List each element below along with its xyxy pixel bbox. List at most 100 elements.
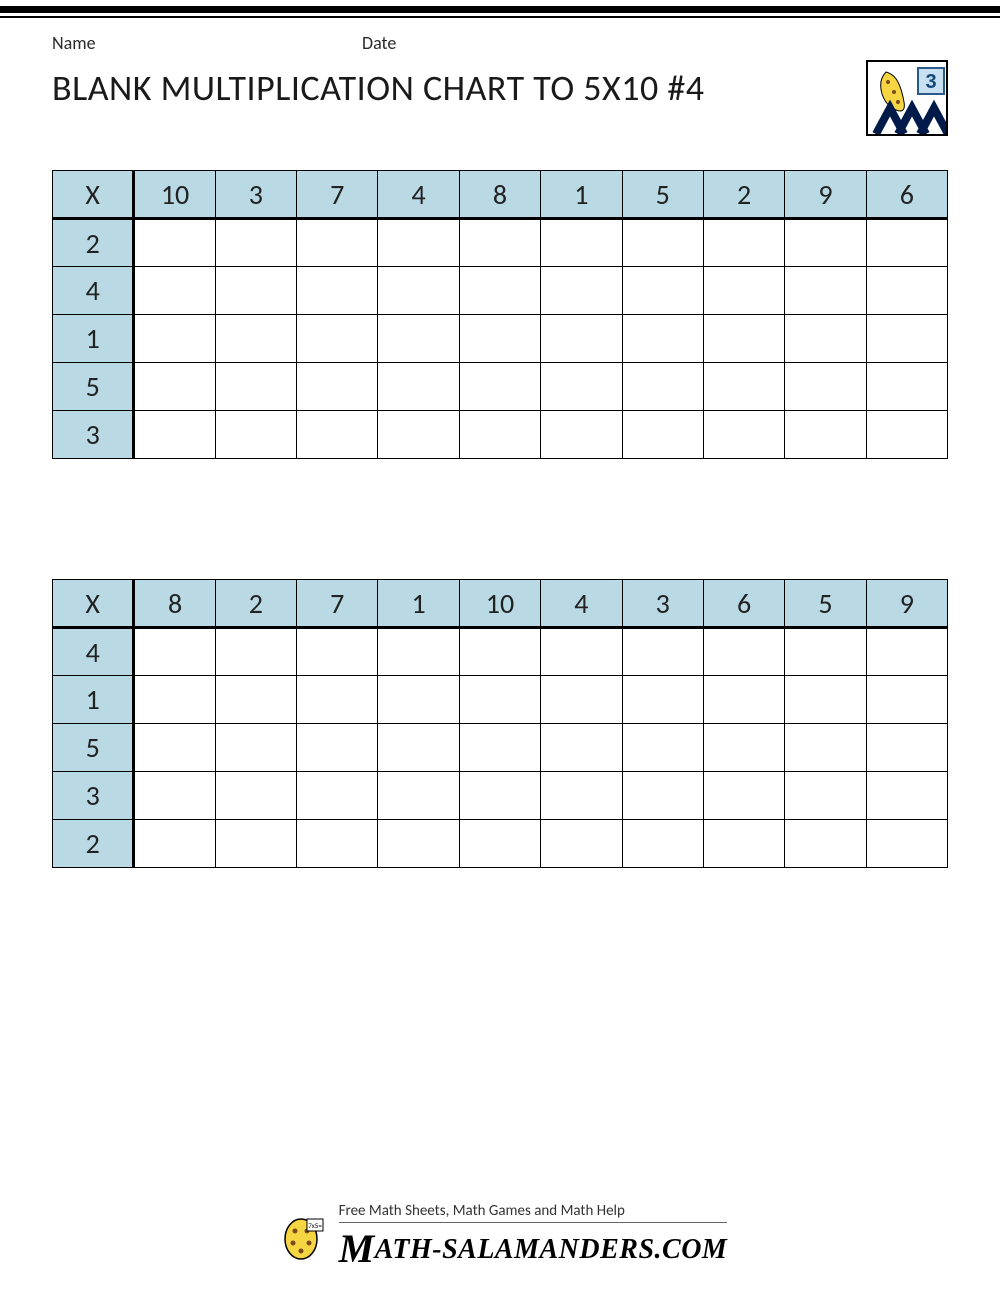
table-cell[interactable] (378, 267, 459, 315)
table-cell[interactable] (297, 724, 378, 772)
table-cell[interactable] (297, 772, 378, 820)
table-cell[interactable] (215, 315, 296, 363)
table-cell[interactable] (459, 676, 540, 724)
table-cell[interactable] (703, 724, 784, 772)
table-cell[interactable] (785, 267, 866, 315)
table-cell[interactable] (134, 628, 215, 676)
table-cell[interactable] (134, 676, 215, 724)
table-cell[interactable] (215, 820, 296, 868)
table-cell[interactable] (703, 411, 784, 459)
table-cell[interactable] (541, 820, 622, 868)
table-cell[interactable] (703, 628, 784, 676)
table-cell[interactable] (541, 267, 622, 315)
table-cell[interactable] (215, 676, 296, 724)
table-cell[interactable] (622, 267, 703, 315)
table-cell[interactable] (785, 411, 866, 459)
table-cell[interactable] (703, 219, 784, 267)
table-cell[interactable] (541, 724, 622, 772)
table-cell[interactable] (378, 315, 459, 363)
table-cell[interactable] (215, 363, 296, 411)
table-cell[interactable] (866, 676, 947, 724)
table-cell[interactable] (459, 724, 540, 772)
table-cell[interactable] (866, 820, 947, 868)
table-cell[interactable] (703, 315, 784, 363)
table-cell[interactable] (622, 315, 703, 363)
table-cell[interactable] (541, 411, 622, 459)
table-cell[interactable] (622, 772, 703, 820)
table-cell[interactable] (703, 363, 784, 411)
table-cell[interactable] (215, 267, 296, 315)
table-cell[interactable] (785, 820, 866, 868)
table-cell[interactable] (378, 363, 459, 411)
table-cell[interactable] (541, 676, 622, 724)
table-cell[interactable] (459, 820, 540, 868)
table-cell[interactable] (541, 363, 622, 411)
table-cell[interactable] (866, 363, 947, 411)
table-cell[interactable] (866, 411, 947, 459)
table-cell[interactable] (703, 820, 784, 868)
table-cell[interactable] (215, 772, 296, 820)
table-cell[interactable] (703, 267, 784, 315)
table-cell[interactable] (297, 411, 378, 459)
table-cell[interactable] (297, 628, 378, 676)
table-cell[interactable] (866, 628, 947, 676)
table-cell[interactable] (378, 772, 459, 820)
table-cell[interactable] (866, 724, 947, 772)
table-cell[interactable] (866, 772, 947, 820)
table-cell[interactable] (459, 315, 540, 363)
table-cell[interactable] (541, 772, 622, 820)
table-cell[interactable] (378, 724, 459, 772)
table-cell[interactable] (297, 676, 378, 724)
table-cell[interactable] (378, 411, 459, 459)
table-cell[interactable] (134, 772, 215, 820)
table-cell[interactable] (459, 628, 540, 676)
table-cell[interactable] (134, 363, 215, 411)
table-cell[interactable] (378, 676, 459, 724)
table-cell[interactable] (378, 219, 459, 267)
table-cell[interactable] (215, 724, 296, 772)
table-cell[interactable] (785, 219, 866, 267)
table-cell[interactable] (541, 628, 622, 676)
table-cell[interactable] (215, 628, 296, 676)
table-cell[interactable] (134, 820, 215, 868)
table-cell[interactable] (866, 315, 947, 363)
table-cell[interactable] (785, 676, 866, 724)
table-cell[interactable] (622, 411, 703, 459)
table-cell[interactable] (541, 219, 622, 267)
table-cell[interactable] (703, 772, 784, 820)
table-cell[interactable] (459, 267, 540, 315)
table-cell[interactable] (215, 219, 296, 267)
table-cell[interactable] (622, 363, 703, 411)
table-cell[interactable] (785, 363, 866, 411)
table-cell[interactable] (297, 267, 378, 315)
table-cell[interactable] (459, 772, 540, 820)
table-cell[interactable] (134, 219, 215, 267)
table-cell[interactable] (459, 411, 540, 459)
table-cell[interactable] (785, 628, 866, 676)
table-cell[interactable] (622, 724, 703, 772)
table-cell[interactable] (785, 772, 866, 820)
table-cell[interactable] (134, 411, 215, 459)
table-cell[interactable] (134, 724, 215, 772)
table-cell[interactable] (378, 628, 459, 676)
table-cell[interactable] (622, 219, 703, 267)
table-cell[interactable] (785, 315, 866, 363)
table-cell[interactable] (134, 267, 215, 315)
table-cell[interactable] (297, 820, 378, 868)
table-cell[interactable] (703, 676, 784, 724)
table-cell[interactable] (297, 363, 378, 411)
table-cell[interactable] (541, 315, 622, 363)
table-cell[interactable] (297, 219, 378, 267)
table-cell[interactable] (785, 724, 866, 772)
table-cell[interactable] (459, 363, 540, 411)
table-cell[interactable] (215, 411, 296, 459)
table-cell[interactable] (622, 820, 703, 868)
table-cell[interactable] (866, 267, 947, 315)
table-cell[interactable] (622, 676, 703, 724)
table-cell[interactable] (297, 315, 378, 363)
table-cell[interactable] (622, 628, 703, 676)
table-cell[interactable] (459, 219, 540, 267)
table-cell[interactable] (378, 820, 459, 868)
table-cell[interactable] (134, 315, 215, 363)
table-cell[interactable] (866, 219, 947, 267)
